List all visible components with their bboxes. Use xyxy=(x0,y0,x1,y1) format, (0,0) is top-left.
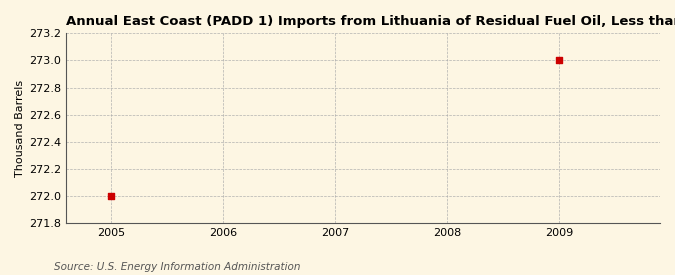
Text: Source: U.S. Energy Information Administration: Source: U.S. Energy Information Administ… xyxy=(54,262,300,272)
Y-axis label: Thousand Barrels: Thousand Barrels xyxy=(15,80,25,177)
Text: Annual East Coast (PADD 1) Imports from Lithuania of Residual Fuel Oil, Less tha: Annual East Coast (PADD 1) Imports from … xyxy=(66,15,675,28)
Point xyxy=(554,58,564,63)
Point xyxy=(105,194,116,198)
